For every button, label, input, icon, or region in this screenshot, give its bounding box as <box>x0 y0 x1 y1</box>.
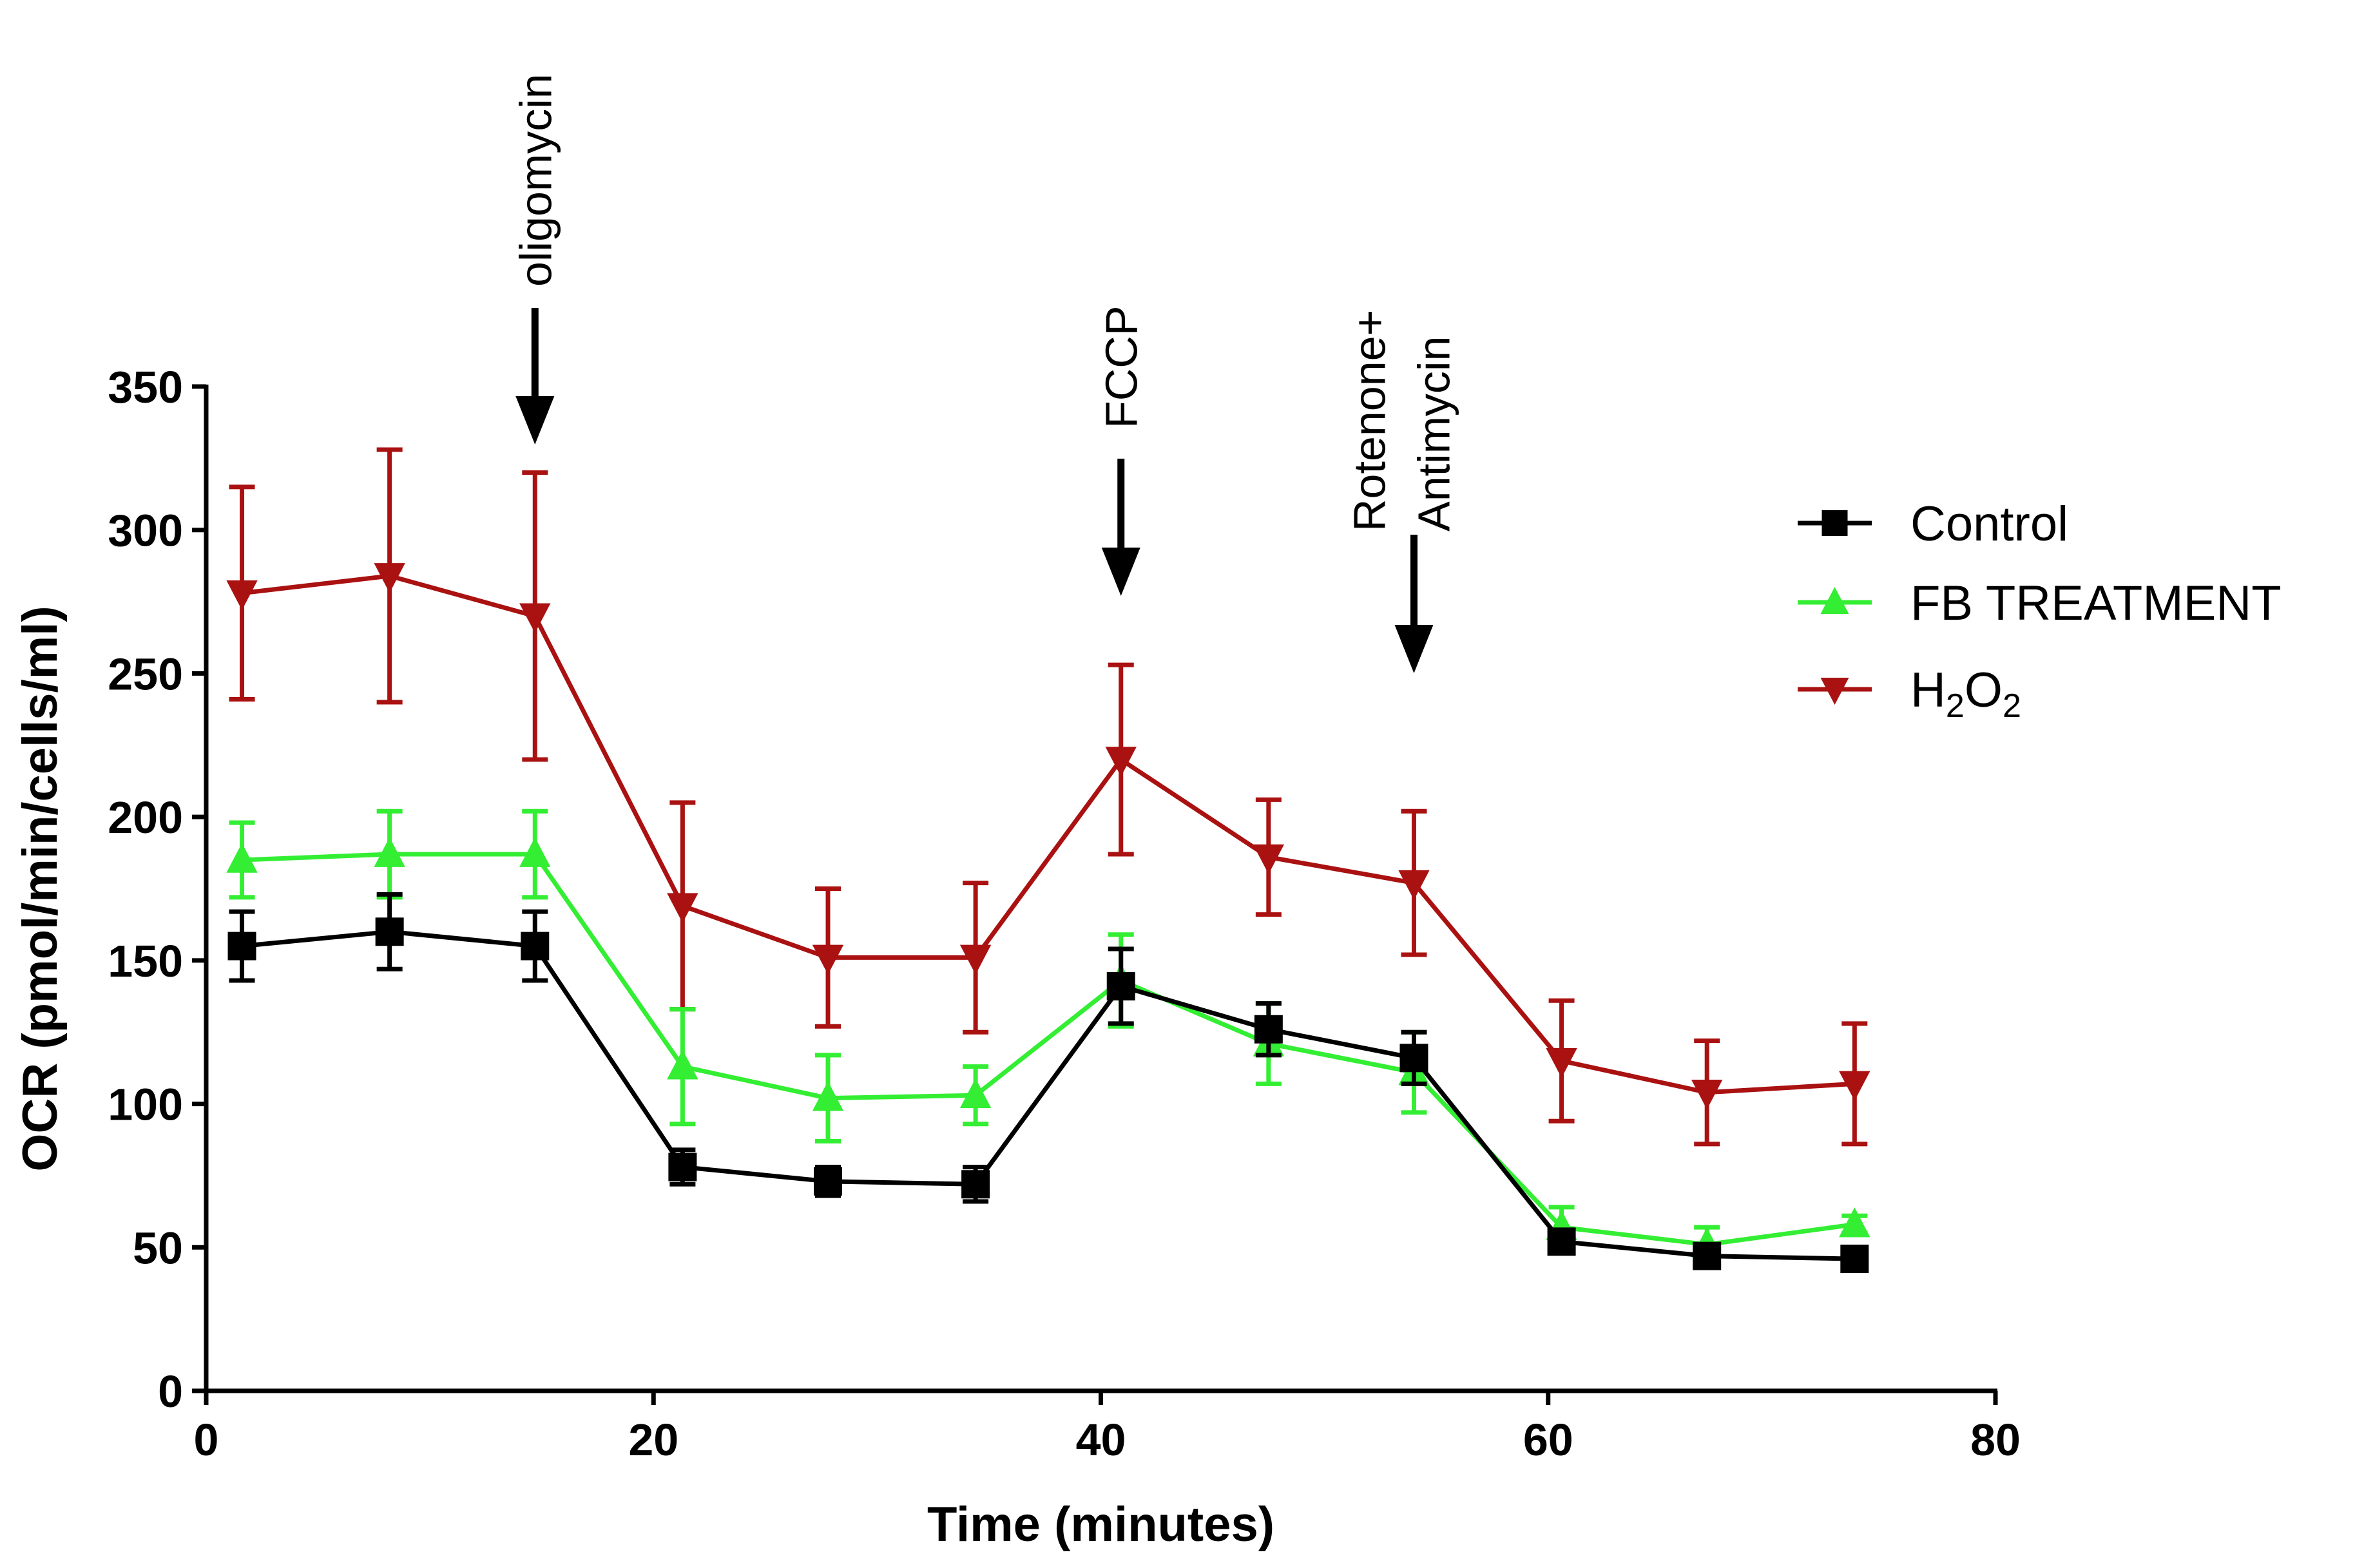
y-tick-label-250: 250 <box>108 649 183 699</box>
data-point-fb-treatment-4 <box>812 1081 844 1111</box>
x-tick-label-0: 0 <box>194 1415 219 1465</box>
treatment-annotations: oligomycin FCCP Rotenone+ Antimycin <box>510 73 1459 673</box>
legend-marks <box>1798 510 1872 705</box>
data-point-h2o2-10 <box>1691 1079 1723 1110</box>
y-tick-label-100: 100 <box>108 1080 183 1130</box>
x-axis-title: Time (minutes) <box>927 1497 1274 1552</box>
data-point-h2o2-7 <box>1253 844 1285 874</box>
y-tick-label-300: 300 <box>108 506 183 556</box>
data-point-h2o2-3 <box>667 893 698 923</box>
data-point-fb-treatment-11 <box>1839 1207 1870 1238</box>
series-layer <box>226 447 1870 1274</box>
y-tick-label-50: 50 <box>133 1223 183 1273</box>
legend-h2o2-sub2: 2 <box>2003 687 2021 725</box>
data-point-control-3 <box>668 1152 697 1181</box>
data-point-control-1 <box>375 917 404 946</box>
axis-ticks: 0 50 100 150 200 250 300 350 0 20 40 60 80 <box>108 362 2021 1465</box>
legend-label-control: Control <box>1910 497 2068 551</box>
data-point-fb-treatment-0 <box>226 843 258 873</box>
data-point-fb-treatment-5 <box>959 1078 992 1109</box>
legend-h2o2-o: O <box>1965 663 2003 718</box>
data-point-control-2 <box>521 932 550 961</box>
legend-marker-h2o2 <box>1820 678 1849 705</box>
legend-h2o2-sub1: 2 <box>1946 687 1965 725</box>
arrow-rotenone-antimycin-head <box>1394 625 1434 673</box>
series-line-h2o2 <box>242 573 1855 1095</box>
data-point-h2o2-0 <box>226 580 258 611</box>
data-point-h2o2-4 <box>812 944 844 975</box>
legend-marker-control <box>1822 510 1848 536</box>
data-point-h2o2-11 <box>1839 1071 1870 1101</box>
x-tick-label-40: 40 <box>1076 1415 1126 1465</box>
arrow-oligomycin-head <box>515 396 555 445</box>
series-control <box>227 892 1869 1274</box>
annotation-oligomycin: oligomycin <box>510 73 561 287</box>
x-tick-label-60: 60 <box>1523 1415 1573 1465</box>
y-tick-label-0: 0 <box>158 1366 183 1417</box>
x-tick-label-20: 20 <box>628 1415 678 1465</box>
data-point-h2o2-8 <box>1398 870 1430 900</box>
legend-h2o2-h: H <box>1910 663 1946 718</box>
legend-label-fb-treatment: FB TREATMENT <box>1910 576 2282 631</box>
legend-marker-fb-treatment <box>1820 587 1849 614</box>
series-line-fb-treatment <box>242 852 1855 1247</box>
data-point-h2o2-2 <box>519 603 551 633</box>
y-tick-label-350: 350 <box>108 362 183 412</box>
series-line-control <box>242 929 1855 1261</box>
data-point-control-5 <box>961 1170 990 1199</box>
data-point-fb-treatment-2 <box>519 837 551 867</box>
annotation-antimycin: Antimycin <box>1408 336 1459 531</box>
y-tick-label-200: 200 <box>108 792 183 843</box>
annotation-fccp: FCCP <box>1097 305 1147 428</box>
legend-label-h2o2: H2O2 <box>1910 663 2021 725</box>
data-point-control-9 <box>1547 1227 1576 1256</box>
series-fb-treatment <box>226 808 1870 1265</box>
x-tick-label-80: 80 <box>1970 1415 2021 1465</box>
data-point-control-4 <box>814 1167 843 1196</box>
data-point-control-0 <box>227 932 256 961</box>
data-point-control-7 <box>1254 1015 1283 1044</box>
y-axis-title: OCR (pmol/min/cells/ml) <box>13 606 68 1171</box>
data-point-control-8 <box>1399 1044 1428 1073</box>
data-point-control-11 <box>1840 1245 1869 1274</box>
annotation-rotenone: Rotenone+ <box>1344 310 1394 531</box>
arrow-fccp-head <box>1101 548 1140 596</box>
data-point-fb-treatment-3 <box>667 1049 698 1080</box>
series-h2o2 <box>226 447 1870 1147</box>
data-point-h2o2-6 <box>1105 747 1137 777</box>
data-point-control-10 <box>1693 1241 1722 1270</box>
legend: Control FB TREATMENT H2O2 <box>1798 497 2282 725</box>
y-tick-label-150: 150 <box>108 936 183 986</box>
data-point-h2o2-5 <box>959 944 992 975</box>
data-point-h2o2-1 <box>374 563 405 593</box>
data-point-control-6 <box>1106 971 1135 1000</box>
data-point-h2o2-9 <box>1546 1047 1577 1078</box>
data-point-fb-treatment-1 <box>374 837 405 867</box>
